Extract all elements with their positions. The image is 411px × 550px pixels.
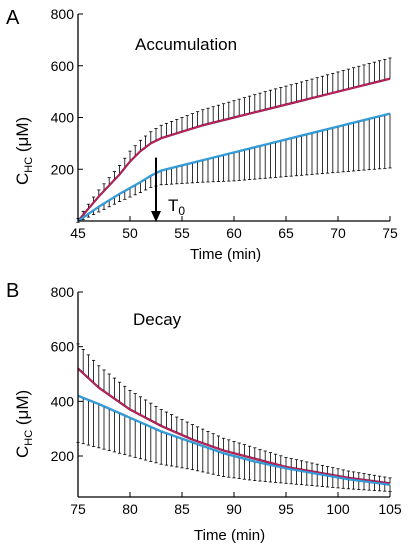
x-tick-label: 65 <box>278 225 294 241</box>
x-tick-label: 50 <box>122 225 138 241</box>
y-tick-label: 600 <box>51 339 75 355</box>
x-tick-label: 90 <box>226 501 242 517</box>
annotation-decay: Decay <box>133 310 182 329</box>
x-tick-label: 105 <box>378 501 402 517</box>
series-group-a <box>76 57 392 223</box>
y-tick-label: 800 <box>51 284 75 300</box>
y-tick-label: 800 <box>51 6 75 22</box>
x-tick-label: 60 <box>226 225 242 241</box>
y-tick-label: 200 <box>51 161 75 177</box>
tick-group-b: 75 80 85 90 95 100 105 200 400 600 800 <box>51 284 402 517</box>
x-tick-label: 75 <box>382 225 398 241</box>
fit-line <box>77 367 391 485</box>
fit-line <box>77 77 391 222</box>
x-tick-label: 45 <box>70 225 86 241</box>
x-tick-label: 95 <box>278 501 294 517</box>
y-tick-label: 400 <box>51 393 75 409</box>
x-tick-label: 55 <box>174 225 190 241</box>
x-tick-label: 100 <box>326 501 350 517</box>
t0-label: T0 <box>168 196 185 218</box>
axes-b <box>77 292 390 498</box>
panel-letter-b: B <box>6 280 19 302</box>
t0-arrow-head <box>151 211 161 222</box>
svg-text:CHC (μM): CHC (μM) <box>13 117 35 185</box>
x-tick-label: 70 <box>330 225 346 241</box>
x-axis-label-b: Time (min) <box>194 527 265 544</box>
t0-marker: T0 <box>151 157 185 222</box>
tick-group-a: 45 50 55 60 65 70 75 200 400 600 800 <box>51 6 398 241</box>
panel-a: A Accumulation CHC (μM) Time (min) 45 50 5… <box>6 6 398 263</box>
fit-line <box>77 395 391 486</box>
x-tick-label: 75 <box>70 501 86 517</box>
y-axis-label-b: CHC (μM) <box>13 390 35 458</box>
y-tick-label: 200 <box>51 448 75 464</box>
y-axis-label-a: CHC (μM) <box>13 117 35 185</box>
series-group-b <box>76 343 392 492</box>
x-tick-label: 80 <box>122 501 138 517</box>
annotation-accumulation: Accumulation <box>135 35 237 54</box>
svg-text:CHC (μM): CHC (μM) <box>13 390 35 458</box>
panel-letter-a: A <box>6 7 20 29</box>
axes-a <box>77 14 390 222</box>
y-tick-label: 600 <box>51 58 75 74</box>
fit-line <box>77 112 391 222</box>
y-tick-label: 400 <box>51 110 75 126</box>
panel-b: B Decay CHC (μM) Time (min) 75 80 85 90 95 10… <box>6 280 402 544</box>
x-axis-label-a: Time (min) <box>190 246 261 263</box>
x-tick-label: 85 <box>174 501 190 517</box>
